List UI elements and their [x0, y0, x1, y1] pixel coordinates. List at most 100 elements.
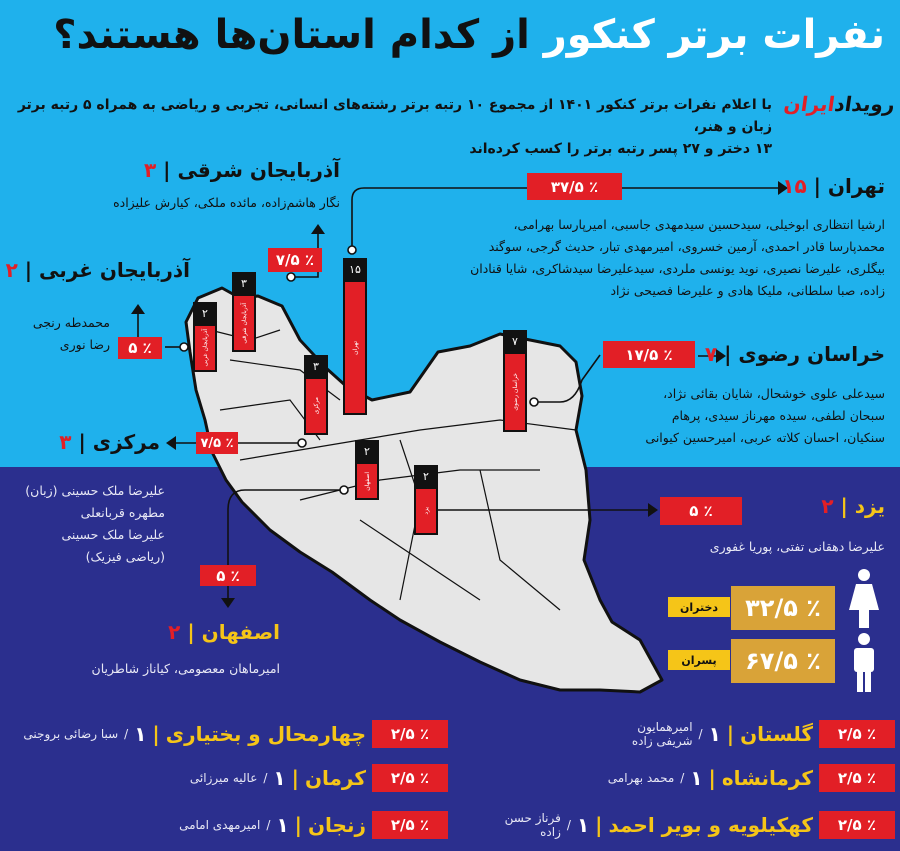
bar-count: ۳: [313, 360, 319, 373]
row-percent: ٪ ۲/۵: [372, 764, 448, 792]
tehran-heading: تهران | ۱۵: [782, 174, 885, 198]
row-sep: /: [566, 818, 571, 832]
bar-count: ۲: [202, 307, 208, 320]
row-count: ۱: [708, 722, 721, 746]
male-icon: [854, 633, 874, 692]
map-bar: ۳ آذربایجان شرقی: [232, 272, 256, 352]
page-title: نفرات برتر کنکور از کدام استان‌ها هستند؟: [53, 12, 886, 58]
khorasan-names: سیدعلی علوی خوشحال، شایان بقائی نژاد، سبح…: [645, 386, 885, 445]
bar-label: خراسان رضوی: [511, 373, 519, 411]
bar-label: آذربایجان شرقی: [240, 302, 248, 344]
row-count: ۱: [273, 766, 286, 790]
row-percent: ٪ ۲/۵: [819, 720, 895, 748]
row-name: امیرمهدی امامی: [179, 818, 261, 832]
row-percent: ٪ ۲/۵: [819, 811, 895, 839]
row-percent: ٪ ۲/۵: [372, 720, 448, 748]
row-name: سبا رضائی بروجنی: [23, 727, 119, 741]
row-sep: /: [263, 771, 268, 785]
row-province: کهکیلویه و بویر احمد: [608, 813, 813, 837]
female-icon: [849, 569, 879, 628]
rank-row: ٪ ۲/۵ گلستان | ۱ / امیرهمایون شریفی زاده: [615, 720, 895, 748]
row-count: ۱: [690, 766, 703, 790]
row-separator: |: [152, 722, 160, 746]
row-province: گلستان: [740, 722, 813, 746]
female-percent: ٪ ۳۲/۵: [731, 586, 835, 630]
khorasan-percent: ٪ ۱۷/۵: [603, 341, 695, 368]
male-label: پسران: [668, 650, 730, 670]
bar-label: اصفهان: [363, 471, 371, 491]
row-separator: |: [726, 722, 735, 746]
map-bar: ۷ خراسان رضوی: [503, 330, 527, 432]
map-bar: ۳ مرکزی: [304, 355, 328, 435]
row-province: زنجان: [307, 813, 366, 837]
rank-row: ٪ ۲/۵ چهارمحال و بختیاری | ۱ / سبا رضائی…: [23, 720, 448, 748]
logo: رویدادایران: [782, 92, 897, 116]
row-separator: |: [708, 766, 716, 790]
azar-sharghi-percent: ٪ ۷/۵: [268, 248, 322, 272]
bar-count: ۳: [241, 277, 247, 290]
isfahan-names: امیرماهان معصومی، کیاناز شاطریان: [91, 661, 280, 676]
bar-fill: یزد: [416, 489, 436, 533]
row-sep: /: [124, 727, 129, 741]
bar-label: آذربایجان غربی: [201, 329, 209, 367]
markazi-names: علیرضا ملک حسینی (زبان) مطهره قربانعلی علی…: [25, 483, 165, 564]
bar-count: ۲: [364, 445, 370, 458]
bar-label: تهران: [351, 340, 359, 355]
map-bar: ۲ آذربایجان غربی: [193, 302, 217, 372]
khorasan-heading: خراسان رضوی | ۷: [704, 342, 885, 366]
row-name: فرناز حسن زاده: [504, 811, 561, 839]
row-separator: |: [291, 766, 299, 790]
row-count: ۱: [134, 722, 147, 746]
markazi-heading: مرکزی | ۳: [59, 430, 160, 454]
yazd-names: علیرضا دهقانی تفتی، پوریا غفوری: [709, 539, 885, 554]
subtitle: با اعلام نفرات برتر کنکور ۱۴۰۱ از مجموع …: [17, 97, 772, 157]
rank-row: ٪ ۲/۵ کهکیلویه و بویر احمد | ۱ / فرناز ح…: [483, 811, 895, 839]
bar-fill: اصفهان: [357, 464, 377, 498]
female-label: دختران: [668, 597, 730, 617]
row-sep: /: [698, 727, 703, 741]
row-name: امیرهمایون شریفی زاده: [631, 720, 693, 748]
markazi-percent: ٪ ۷/۵: [196, 432, 238, 454]
rank-row: ٪ ۲/۵ کرمانشاه | ۱ / محمد بهرامی: [608, 764, 895, 792]
row-count: ۱: [276, 813, 289, 837]
bar-count: ۷: [512, 335, 518, 348]
bar-label: مرکزی: [312, 397, 320, 415]
arrow-heads: [131, 181, 788, 608]
row-sep: /: [680, 771, 685, 785]
row-percent: ٪ ۲/۵: [372, 811, 448, 839]
rank-row: ٪ ۲/۵ زنجان | ۱ / امیرمهدی امامی: [179, 811, 448, 839]
bar-fill: آذربایجان شرقی: [234, 296, 254, 350]
row-separator: |: [294, 813, 302, 837]
male-percent: ٪ ۶۷/۵: [731, 639, 835, 683]
rank-row: ٪ ۲/۵ کرمان | ۱ / عالیه میرزائی: [190, 764, 448, 792]
bar-count: ۲: [423, 470, 429, 483]
row-province: کرمان: [304, 766, 366, 790]
tehran-percent: ٪ ۳۷/۵: [527, 173, 622, 200]
row-sep: /: [266, 818, 271, 832]
map-bar: ۲ یزد: [414, 465, 438, 535]
azar-sharghi-names: نگار هاشم‌زاده، مائده ملکی، کیارش علیزاد…: [113, 195, 340, 210]
row-separator: |: [595, 813, 603, 837]
azar-gharbi-heading: آذربایجان غربی | ۲: [5, 258, 190, 282]
row-count: ۱: [576, 813, 590, 837]
isfahan-percent: ٪ ۵: [200, 565, 256, 586]
yazd-heading: یزد | ۲: [821, 494, 885, 518]
bar-fill: آذربایجان غربی: [195, 326, 215, 370]
tehran-names: ارشیا انتظاری ابوخیلی، سیدحسین سیدمهدی ج…: [470, 217, 885, 298]
map-bar: ۱۵ تهران: [343, 258, 367, 415]
bar-fill: خراسان رضوی: [505, 354, 525, 430]
row-percent: ٪ ۲/۵: [819, 764, 895, 792]
azar-gharbi-names: محمدطه رنجی رضا نوری: [32, 315, 110, 352]
row-province: چهارمحال و بختیاری: [165, 722, 366, 746]
row-province: کرمانشاه: [721, 766, 813, 790]
azar-gharbi-percent: ٪ ۵: [118, 337, 162, 359]
bar-label: یزد: [422, 507, 430, 515]
row-name: محمد بهرامی: [607, 771, 675, 785]
map-bar: ۲ اصفهان: [355, 440, 379, 500]
azar-sharghi-heading: آذربایجان شرقی | ۳: [143, 158, 340, 182]
isfahan-heading: اصفهان | ۲: [168, 620, 280, 644]
yazd-percent: ٪ ۵: [660, 497, 742, 525]
row-name: عالیه میرزائی: [189, 771, 258, 785]
bar-count: ۱۵: [349, 263, 361, 276]
bar-fill: تهران: [345, 282, 365, 413]
